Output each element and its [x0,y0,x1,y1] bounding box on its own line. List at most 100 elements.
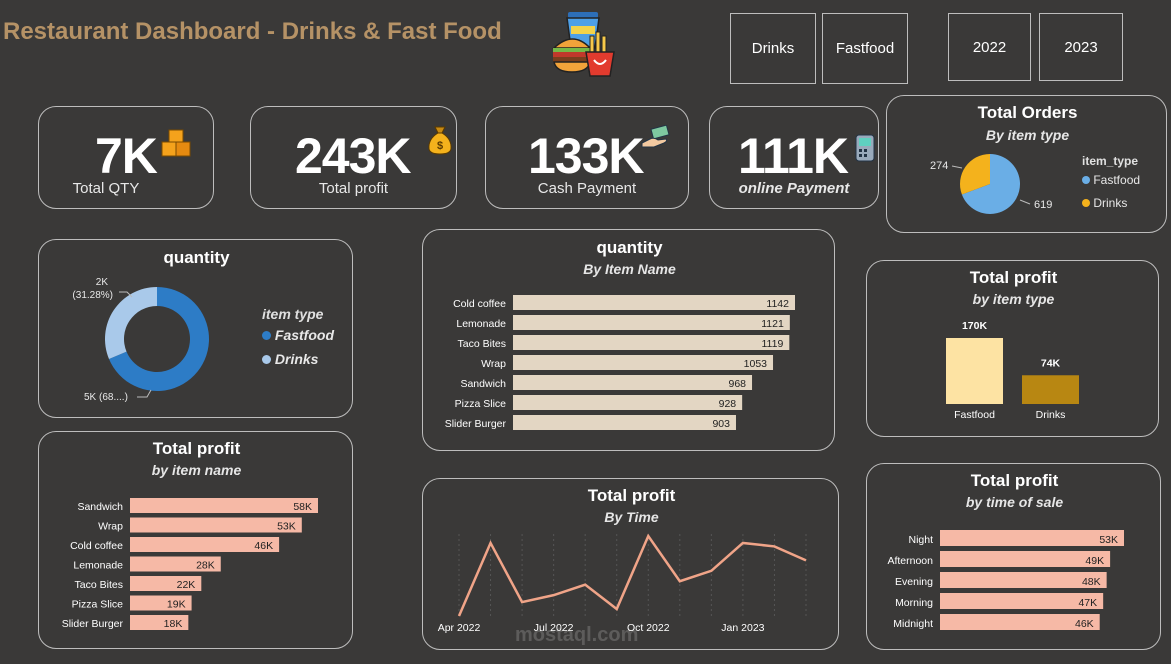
card-terminal-icon [854,133,876,168]
value-label: 53K [277,521,296,533]
kpi-value: 243K [295,128,412,184]
bar [513,295,795,310]
category-label: Pizza Slice [455,398,507,410]
chart-subtitle: by time of sale [965,494,1064,510]
value-label: 47K [1078,597,1097,609]
value-label: 58K [293,501,312,513]
kpi-cash-payment: 133K Cash Payment [485,106,689,209]
kpi-value: 133K [528,128,645,184]
chart-title: Total profit [969,268,1058,287]
category-label: Wrap [98,521,123,533]
value-label: 1119 [762,338,784,350]
fast-food-logo-icon [548,8,620,80]
bar [513,355,774,370]
donut-slice-fastfood [108,287,209,391]
chart-subtitle: by item name [151,462,242,478]
donut-slice-drinks [105,287,157,359]
column-fastfood [946,338,1003,404]
bar [130,556,221,572]
category-label: Morning [895,597,933,609]
bar [940,614,1100,630]
value-label: 22K [177,579,196,591]
slicer-2023[interactable]: 2023 [1039,13,1123,81]
legend-item-drinks: Drinks [262,351,318,367]
legend-title: item type [262,306,324,322]
kpi-label: Total profit [318,180,389,197]
x-tick-label: Jan 2023 [721,622,764,634]
chart-subtitle: By item type [985,127,1070,143]
bar [940,572,1107,588]
category-label: Slider Burger [445,418,507,430]
leader-line [137,389,152,398]
category-label: Slider Burger [62,618,124,630]
kpi-label: online Payment [738,180,850,197]
card-total-orders: Total Orders By item type 619 274 item_ty… [886,95,1167,233]
value-label: 48K [1082,576,1101,588]
slicer-drinks[interactable]: Drinks [730,13,816,84]
card-profit-by-time: Total profit By Time Apr 2022 Jul 2022 Oct… [422,478,839,650]
bar [940,530,1124,546]
value-label: 19K [167,599,186,611]
bar [130,576,202,591]
data-label: 619 [1034,199,1052,211]
bar [513,415,736,430]
category-label: Sandwich [460,378,506,390]
value-label: 1121 [761,318,784,330]
value-label: 46K [254,540,273,552]
kpi-total-profit: 243K $ Total profit [250,106,457,209]
category-label: Afternoon [887,555,933,567]
category-label: Drinks [1036,409,1066,421]
bar [513,375,753,390]
bar [130,498,318,513]
slicer-fastfood[interactable]: Fastfood [822,13,908,84]
value-label: 18K [164,618,183,630]
card-profit-by-sale-time: Total profit by time of sale Night 53K Aft… [866,463,1161,650]
quantity-donut-chart: 2K (31.28%) 5K (68....) [72,277,209,403]
value-label: 928 [719,398,737,410]
value-label: 968 [729,378,747,390]
category-label: Lemonade [73,560,123,572]
legend-item-fastfood: Fastfood [262,327,334,343]
profit-line [457,533,807,617]
value-label: 1142 [766,298,789,310]
x-tick-label: Oct 2022 [627,622,670,634]
card-quantity-by-type: quantity 2K (31.28%) 5K (68....) item type… [38,239,353,418]
card-profit-by-type: Total profit by item type 170K Fastfood 74… [866,260,1159,437]
quantity-bar-chart: Cold coffee 1142 Lemonade 1121 Taco Bites 111… [445,295,795,430]
watermark: mostaql.com [515,624,639,646]
legend-title: item_type [1082,154,1139,168]
data-label: 2K [96,277,109,288]
value-label: 49K [1085,555,1104,567]
kpi-label: Cash Payment [537,180,637,197]
kpi-online-payment: 111K online Payment [709,106,879,209]
legend-item-fastfood: Fastfood [1082,173,1140,187]
boxes-icon [161,129,193,164]
leader-line [951,165,963,169]
bar [513,395,743,410]
bar [130,615,189,630]
category-label: Night [908,534,933,546]
slicer-2022[interactable]: 2022 [948,13,1031,81]
value-label: 74K [1041,357,1061,369]
category-label: Lemonade [456,318,506,330]
profit-line-chart: Apr 2022 Jul 2022 Oct 2022 Jan 2023 [438,533,807,634]
data-label: 5K (68....) [84,392,128,403]
pie-slice-drinks [960,154,990,195]
legend-marker [262,355,271,364]
chart-title: Total Orders [977,103,1078,122]
bar [130,537,280,552]
bar [513,315,790,330]
category-label: Evening [895,576,933,588]
column-drinks [1022,375,1079,404]
kpi-total-qty: 7K Total QTY [38,106,214,209]
category-label: Midnight [893,618,933,630]
x-tick-label: Jul 2022 [534,622,574,634]
card-quantity-by-item: quantity By Item Name Cold coffee 1142 Lem… [422,229,835,451]
profit-column-chart: 170K Fastfood 74K Drinks [946,320,1079,421]
chart-title: quantity [596,238,663,257]
value-label: 1053 [744,358,768,370]
chart-subtitle: By Item Name [583,261,676,277]
legend-marker [1082,176,1090,184]
profit-bar-chart: Sandwich 58K Wrap 53K Cold coffee 46K Lemonade… [62,498,318,630]
chart-title: Total profit [587,486,676,505]
